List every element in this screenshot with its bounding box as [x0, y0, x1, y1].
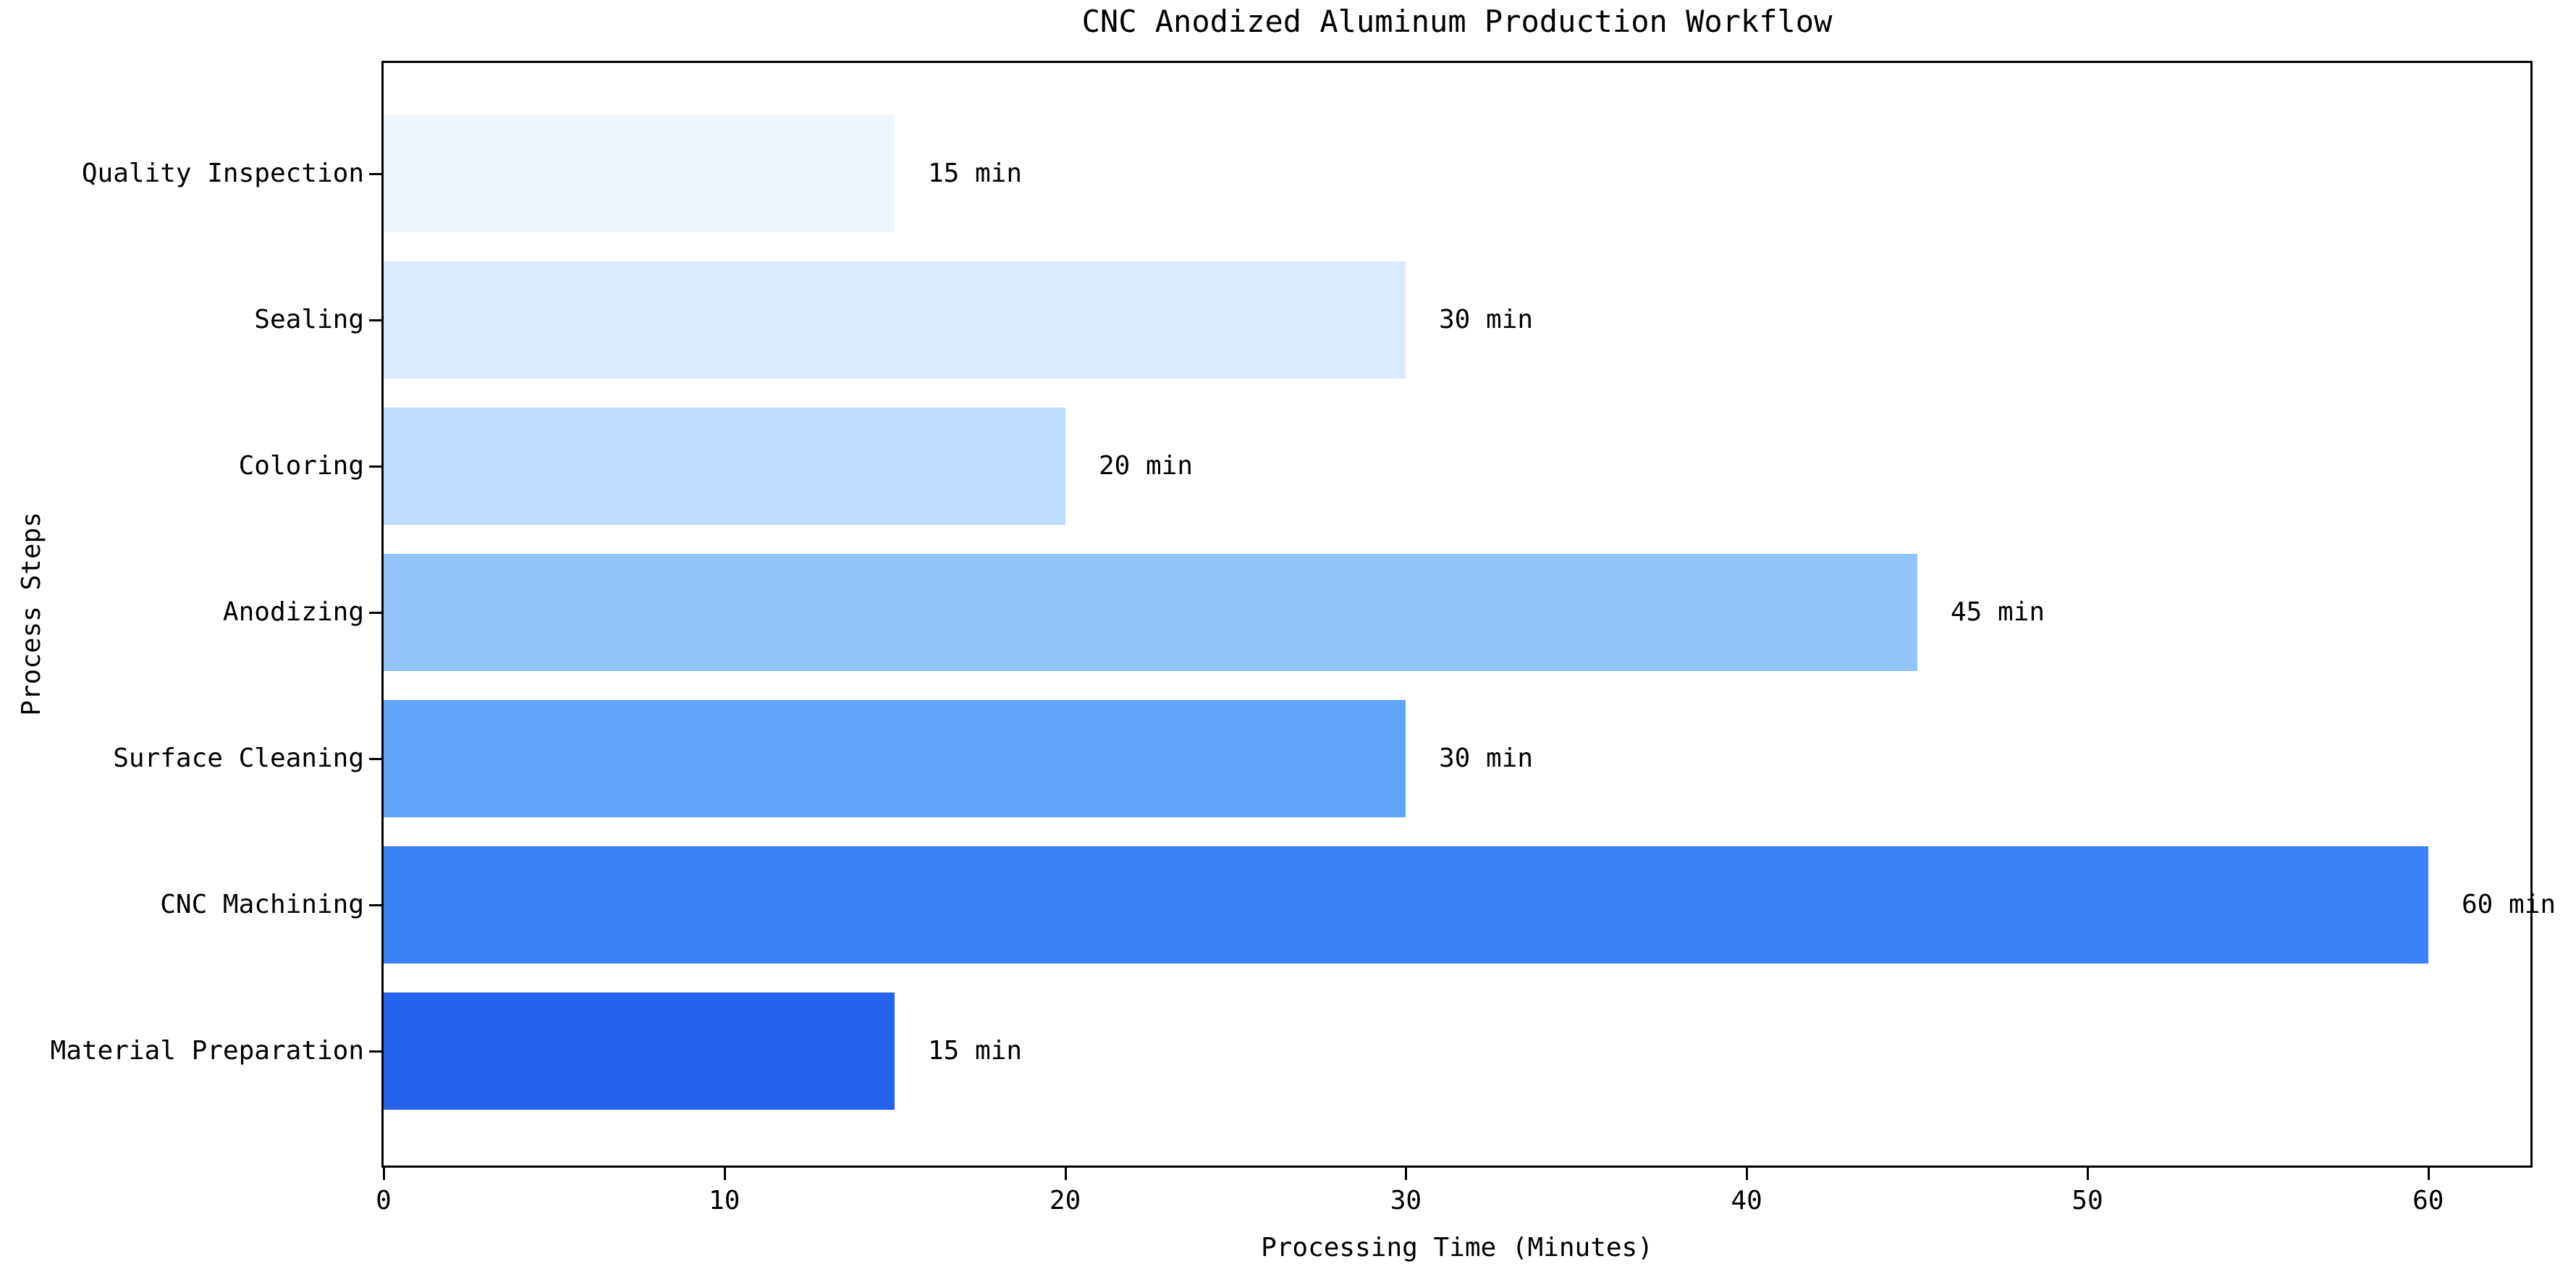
bar: [384, 261, 1406, 379]
y-tick-label: Sealing: [254, 305, 364, 334]
y-tick-mark: [369, 465, 381, 468]
y-tick-label: Quality Inspection: [81, 159, 364, 188]
x-tick-label: 10: [709, 1186, 740, 1215]
bar: [384, 700, 1406, 817]
y-tick-label: Material Preparation: [50, 1036, 364, 1066]
bar-value-label: 15 min: [928, 159, 1023, 188]
y-tick-mark: [369, 758, 381, 760]
x-tick-mark: [1405, 1168, 1408, 1180]
x-tick-label: 0: [376, 1186, 392, 1215]
y-tick-label: Surface Cleaning: [113, 743, 364, 773]
y-tick-label: CNC Machining: [160, 890, 364, 919]
x-tick-label: 30: [1390, 1186, 1422, 1215]
bar: [384, 115, 895, 232]
x-tick-label: 40: [1731, 1186, 1762, 1215]
x-tick-mark: [2086, 1168, 2089, 1180]
x-tick-mark: [1746, 1168, 1749, 1180]
bar-value-label: 45 min: [1951, 597, 2045, 627]
bar-value-label: 15 min: [928, 1036, 1023, 1066]
x-tick-mark: [383, 1168, 385, 1180]
x-axis-label: Processing Time (Minutes): [1261, 1233, 1653, 1263]
y-tick-label: Coloring: [238, 451, 364, 481]
y-tick-mark: [369, 1050, 381, 1053]
bar: [384, 992, 895, 1110]
bar-value-label: 20 min: [1099, 451, 1194, 481]
y-tick-mark: [369, 319, 381, 321]
y-tick-mark: [369, 904, 381, 906]
x-tick-mark: [723, 1168, 726, 1180]
y-tick-mark: [369, 173, 381, 175]
y-tick-mark: [369, 612, 381, 614]
x-tick-mark: [1064, 1168, 1067, 1180]
bar: [384, 408, 1065, 525]
bar: [384, 846, 2428, 964]
bar-value-label: 30 min: [1439, 305, 1534, 334]
y-tick-label: Anodizing: [222, 597, 364, 627]
bar-value-label: 60 min: [2462, 890, 2556, 919]
bar-value-label: 30 min: [1439, 743, 1534, 773]
chart-title: CNC Anodized Aluminum Production Workflo…: [1081, 4, 1833, 39]
x-tick-label: 50: [2072, 1186, 2103, 1215]
x-tick-label: 60: [2412, 1186, 2444, 1215]
x-tick-label: 20: [1049, 1186, 1081, 1215]
x-tick-mark: [2427, 1168, 2430, 1180]
bar: [384, 554, 1917, 671]
